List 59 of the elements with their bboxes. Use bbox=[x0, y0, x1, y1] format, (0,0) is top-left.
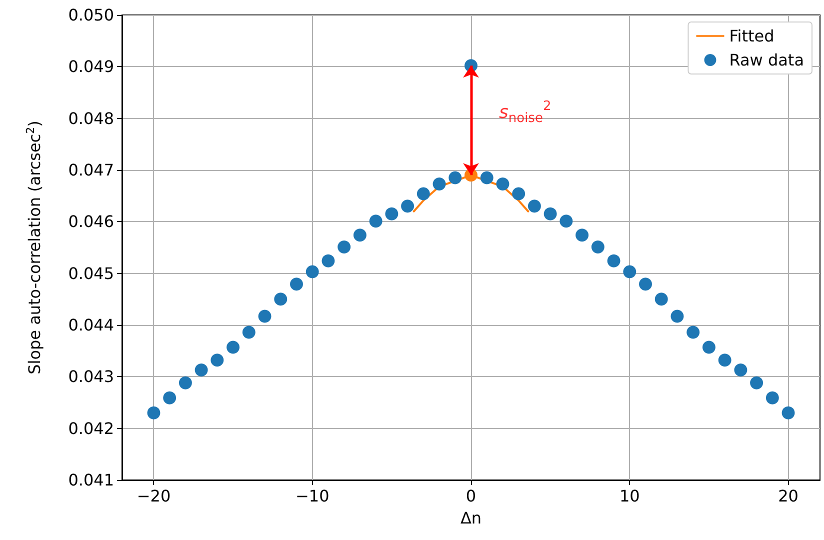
x-tick-label: −10 bbox=[295, 486, 330, 506]
point bbox=[734, 363, 748, 376]
point bbox=[496, 177, 510, 190]
point bbox=[560, 214, 573, 228]
x-tick-label: −20 bbox=[136, 486, 171, 506]
point bbox=[416, 187, 430, 200]
x-axis-title: Δn bbox=[460, 508, 482, 528]
point bbox=[210, 354, 224, 367]
point bbox=[750, 376, 764, 390]
y-tick-label: 0.041 bbox=[68, 470, 114, 490]
point bbox=[639, 278, 652, 291]
point bbox=[702, 340, 716, 354]
legend-label: Raw data bbox=[729, 50, 804, 70]
x-tick-label: 0 bbox=[466, 486, 476, 506]
y-tick-label: 0.045 bbox=[68, 264, 114, 283]
point bbox=[654, 292, 668, 306]
y-tick-label: 0.046 bbox=[68, 212, 114, 232]
y-axis-title: Slope auto-correlation (arcsec2) bbox=[24, 120, 44, 374]
point bbox=[766, 391, 779, 404]
point bbox=[607, 254, 620, 268]
point bbox=[242, 326, 256, 339]
point bbox=[322, 254, 335, 268]
point bbox=[528, 200, 541, 213]
point bbox=[274, 292, 288, 306]
point bbox=[686, 326, 700, 339]
y-tick-label: 0.048 bbox=[68, 108, 114, 128]
point bbox=[544, 207, 557, 220]
point bbox=[194, 363, 208, 376]
point bbox=[623, 265, 636, 278]
point bbox=[591, 240, 604, 254]
legend-label: Fitted bbox=[729, 26, 774, 46]
y-tick-label: 0.044 bbox=[68, 316, 114, 334]
point bbox=[385, 207, 398, 220]
point bbox=[782, 406, 795, 420]
point bbox=[432, 177, 446, 190]
point bbox=[512, 187, 526, 200]
point bbox=[226, 340, 240, 354]
point bbox=[147, 406, 160, 420]
x-tick-label: 20 bbox=[778, 486, 798, 506]
point bbox=[369, 214, 382, 228]
point bbox=[448, 171, 462, 184]
x-tick-label: 10 bbox=[619, 486, 640, 506]
point bbox=[401, 200, 414, 213]
point bbox=[353, 228, 366, 242]
y-tick-label: 0.049 bbox=[68, 57, 114, 76]
point bbox=[306, 265, 319, 278]
point bbox=[290, 278, 303, 291]
y-tick-label: 0.050 bbox=[68, 6, 114, 24]
point bbox=[480, 171, 494, 184]
point bbox=[576, 228, 589, 242]
point bbox=[163, 391, 176, 404]
y-tick-label: 0.047 bbox=[68, 160, 114, 180]
point bbox=[718, 354, 732, 367]
point bbox=[258, 310, 272, 323]
point bbox=[178, 376, 192, 390]
y-tick-label: 0.043 bbox=[68, 367, 114, 386]
y-tick-label: 0.042 bbox=[68, 418, 114, 438]
point bbox=[338, 240, 351, 254]
point bbox=[670, 310, 684, 323]
